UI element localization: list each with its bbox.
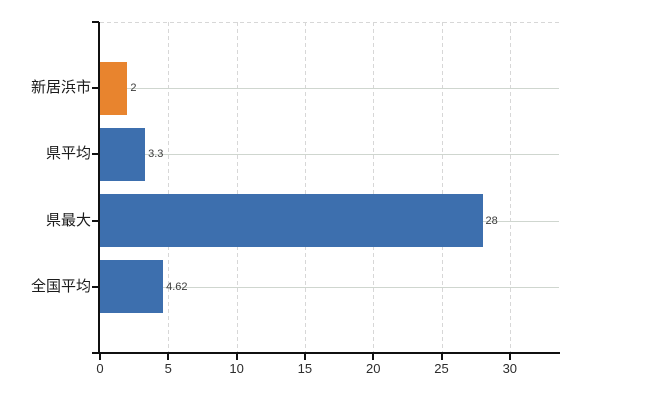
bar-value-label: 3.3: [148, 148, 164, 161]
x-tick-label: 20: [365, 361, 381, 376]
bar: [100, 127, 146, 181]
y-category-label: 県最大: [45, 211, 91, 229]
category-gridline: [100, 154, 559, 156]
x-axis-tick: [235, 354, 238, 360]
x-tick-label: 10: [229, 361, 244, 376]
x-gridline: [441, 22, 443, 353]
bar: [100, 194, 483, 248]
x-axis-tick: [99, 354, 101, 360]
x-tick-label: 30: [502, 361, 518, 376]
y-axis-tick: [92, 219, 99, 222]
x-axis-tick: [372, 354, 375, 360]
x-gridline: [168, 22, 170, 353]
x-gridline: [373, 22, 375, 353]
bar: [100, 260, 164, 314]
plot-area: 2 3.3 28 4.62: [100, 22, 559, 353]
x-tick-label: 15: [297, 361, 313, 376]
bar-value-label: 2: [130, 82, 137, 95]
y-axis-tick: [92, 21, 99, 23]
bar-value-label: 4.62: [166, 280, 188, 293]
bar-value-label: 28: [485, 214, 498, 227]
y-category-label: 新居浜市: [30, 79, 91, 97]
y-axis-tick: [92, 87, 99, 90]
x-axis-tick: [440, 354, 443, 360]
category-gridline: [100, 286, 559, 288]
x-gridline: [236, 22, 238, 353]
y-category-label: 県平均: [45, 145, 91, 163]
y-axis-line: [98, 22, 100, 353]
x-gridline: [509, 22, 511, 353]
x-axis-tick: [303, 354, 306, 360]
category-gridline: [100, 88, 559, 90]
x-tick-label: 25: [434, 361, 449, 376]
x-axis-line: [98, 352, 560, 354]
y-axis-tick: [92, 153, 99, 156]
x-tick-label: 0: [96, 361, 104, 376]
y-axis-tick: [92, 285, 99, 288]
x-axis-tick: [508, 354, 511, 360]
plot-top-border: [100, 22, 559, 23]
x-axis-tick: [167, 354, 170, 360]
bar: [100, 61, 128, 115]
y-axis-tick: [92, 352, 99, 354]
x-gridline: [304, 22, 306, 353]
x-tick-label: 5: [164, 361, 172, 376]
y-category-label: 全国平均: [30, 277, 91, 295]
